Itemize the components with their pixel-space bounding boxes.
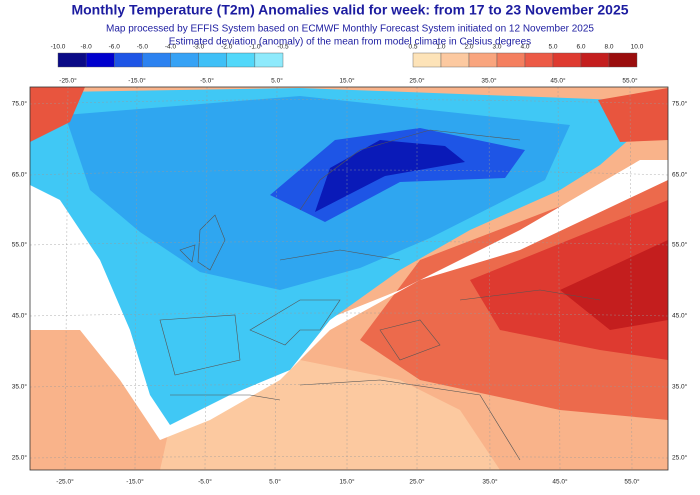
longitude-label: 35.0° [481, 77, 497, 85]
coastline [159, 129, 601, 461]
legend-label: -4.0 [165, 44, 177, 51]
legend-label: 0.5 [408, 44, 417, 51]
longitude-label: 25.0° [409, 478, 425, 486]
latitude-label: 65.0° [672, 171, 688, 179]
map [29, 86, 669, 471]
longitude-label: 55.0° [622, 77, 638, 85]
latitude-label: 55.0° [12, 241, 28, 249]
anomaly-area [30, 87, 85, 142]
legend-swatch [468, 52, 498, 68]
longitude-label: 55.0° [624, 478, 640, 486]
longitude-label: 5.0° [269, 478, 281, 486]
anomaly-area [598, 88, 668, 142]
legend-swatch [85, 52, 115, 68]
longitude-label: -15.0° [126, 478, 144, 486]
latitude-label: 45.0° [672, 312, 688, 320]
legend-label: -10.0 [51, 44, 66, 51]
longitude-label: 45.0° [550, 77, 566, 85]
legend-label: 8.0 [604, 44, 613, 51]
longitude-label: -25.0° [56, 478, 74, 486]
legend-swatch [226, 52, 256, 68]
latitude-label: 55.0° [672, 241, 688, 249]
legend-label: 6.0 [576, 44, 585, 51]
subtitle: Estimated deviation (anomaly) of the mea… [169, 37, 531, 48]
legend-label: 10.0 [631, 44, 644, 51]
legend-label: -1.0 [249, 44, 261, 51]
anomaly-area [560, 240, 668, 330]
legend-label: 2.0 [464, 44, 473, 51]
legend-label: -5.0 [137, 44, 149, 51]
legend-label: -0.5 [277, 44, 289, 51]
legend-swatch [142, 52, 171, 68]
longitude-label: -15.0° [128, 77, 146, 85]
legend-swatch [412, 52, 442, 68]
longitude-label: 25.0° [409, 77, 425, 85]
legend-swatch [170, 52, 199, 68]
legend-swatch [114, 52, 143, 68]
longitude-label: 5.0° [271, 77, 283, 85]
legend-label: 5.0 [548, 44, 557, 51]
latitude-label: 25.0° [672, 454, 688, 462]
latitude-label: 35.0° [12, 383, 28, 391]
legend-label: 1.0 [436, 44, 445, 51]
legend-label: 4.0 [520, 44, 529, 51]
legend-swatch [254, 52, 284, 68]
legend-swatch [198, 52, 227, 68]
legend-label: -8.0 [81, 44, 93, 51]
legend-label: -6.0 [109, 44, 121, 51]
map-frame [29, 86, 669, 471]
latitude-label: 75.0° [672, 100, 688, 108]
legend-swatch [524, 52, 554, 68]
longitude-label: -5.0° [198, 478, 212, 486]
legend-swatch [496, 52, 526, 68]
legend-swatch [552, 52, 582, 68]
subtitle: Map processed by EFFIS System based on E… [106, 24, 594, 35]
legend-swatch [580, 52, 610, 68]
latitude-label: 45.0° [12, 312, 28, 320]
longitude-label: 15.0° [339, 478, 355, 486]
anomaly-area [315, 140, 465, 212]
legend-swatch [440, 52, 470, 68]
latitude-label: 25.0° [12, 454, 28, 462]
legend-swatch [608, 52, 638, 68]
latitude-label: 35.0° [672, 383, 688, 391]
legend-swatch [57, 52, 87, 68]
longitude-label: -25.0° [59, 77, 77, 85]
anomaly-area [30, 160, 668, 440]
longitude-label: 15.0° [339, 77, 355, 85]
legend-label: 3.0 [492, 44, 501, 51]
longitude-label: -5.0° [200, 77, 214, 85]
longitude-label: 45.0° [552, 478, 568, 486]
latitude-label: 65.0° [12, 171, 28, 179]
longitude-label: 35.0° [482, 478, 498, 486]
legend-label: -2.0 [221, 44, 233, 51]
latitude-label: 75.0° [12, 100, 28, 108]
legend-label: -3.0 [193, 44, 205, 51]
title: Monthly Temperature (T2m) Anomalies vali… [71, 2, 628, 18]
